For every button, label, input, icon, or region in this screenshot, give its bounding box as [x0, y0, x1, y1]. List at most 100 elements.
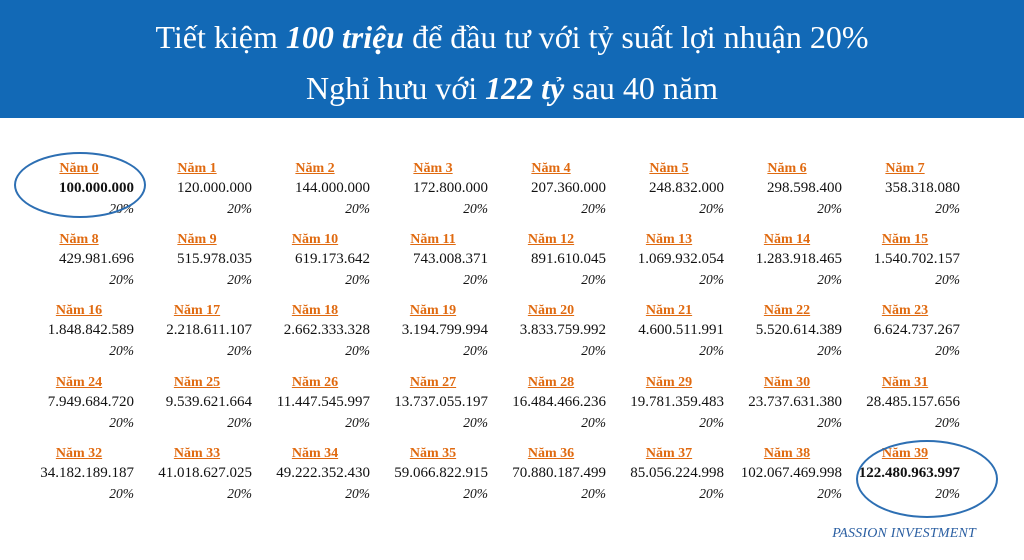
- year-cell: Năm 17 2.218.611.107 20%: [138, 297, 256, 368]
- headline-retire: Nghỉ hưu với 122 tỷ sau 40 năm: [0, 69, 1024, 107]
- year-label: Năm 5: [649, 161, 689, 176]
- year-value: 4.600.511.991: [638, 322, 724, 339]
- year-rate: 20%: [227, 272, 252, 288]
- year-value: 16.484.466.236: [512, 393, 606, 410]
- year-value: 358.318.080: [885, 180, 960, 196]
- year-value: 49.222.352.430: [276, 464, 370, 481]
- title-banner: Tiết kiệm 100 triệu để đầu tư với tỷ suấ…: [0, 0, 1024, 118]
- footer-brand: PASSION INVESTMENT: [832, 526, 976, 541]
- year-value: 59.066.822.915: [394, 464, 488, 481]
- year-cell: Năm 10 619.173.642 20%: [256, 226, 374, 297]
- year-cell: Năm 38 102.067.469.998 20%: [728, 440, 846, 511]
- year-cell: Năm 7 358.318.080 20%: [846, 155, 964, 226]
- year-rate: 20%: [463, 343, 488, 359]
- year-label: Năm 1: [177, 161, 217, 176]
- headline-text: Tiết kiệm: [155, 19, 286, 55]
- year-cell: Năm 28 16.484.466.236 20%: [492, 369, 610, 440]
- year-label: Năm 24: [55, 374, 103, 390]
- year-rate: 20%: [699, 414, 724, 430]
- year-cell: Năm 30 23.737.631.380 20%: [728, 369, 846, 440]
- year-rate: 20%: [109, 485, 134, 501]
- year-rate: 20%: [581, 272, 606, 288]
- year-label: Năm 29: [645, 374, 693, 390]
- year-cell: Năm 32 34.182.189.187 20%: [20, 440, 138, 511]
- year-value: 619.173.642: [295, 251, 370, 268]
- year-label: Năm 13: [645, 232, 693, 248]
- year-label: Năm 18: [291, 303, 339, 319]
- year-label: Năm 22: [763, 303, 811, 319]
- year-value: 19.781.359.483: [630, 393, 724, 410]
- year-value: 5.520.614.389: [755, 322, 842, 339]
- year-value: 1.848.842.589: [47, 322, 134, 339]
- year-label: Năm 12: [527, 232, 575, 248]
- year-rate: 20%: [345, 414, 370, 430]
- year-cell: Năm 27 13.737.055.197 20%: [374, 369, 492, 440]
- year-rate: 20%: [227, 343, 252, 359]
- year-rate: 20%: [227, 201, 252, 216]
- year-value: 2.662.333.328: [283, 322, 370, 339]
- year-value: 34.182.189.187: [40, 464, 134, 481]
- year-rate: 20%: [109, 414, 134, 430]
- year-cell: Năm 21 4.600.511.991 20%: [610, 297, 728, 368]
- year-rate: 20%: [463, 414, 488, 430]
- year-label: Năm 10: [291, 232, 339, 248]
- year-cell: Năm 18 2.662.333.328 20%: [256, 297, 374, 368]
- year-cell: Năm 25 9.539.621.664 20%: [138, 369, 256, 440]
- year-value: 1.540.702.157: [873, 251, 960, 268]
- year-value: 298.598.400: [767, 180, 842, 196]
- year-cell: Năm 24 7.949.684.720 20%: [20, 369, 138, 440]
- highlight-oval-end: [856, 440, 998, 518]
- headline-text-rest: để đầu tư với tỷ suất lợi nhuận 20%: [404, 19, 869, 55]
- year-rate: 20%: [581, 343, 606, 359]
- year-value: 11.447.545.997: [276, 393, 370, 410]
- year-value: 7.949.684.720: [47, 393, 134, 410]
- year-cell: Năm 15 1.540.702.157 20%: [846, 226, 964, 297]
- year-cell: Năm 1 120.000.000 20%: [138, 155, 256, 226]
- year-label: Năm 8: [59, 232, 99, 248]
- year-cell: Năm 33 41.018.627.025 20%: [138, 440, 256, 511]
- year-cell: Năm 22 5.520.614.389 20%: [728, 297, 846, 368]
- year-cell: Năm 20 3.833.759.992 20%: [492, 297, 610, 368]
- year-label: Năm 2: [295, 161, 335, 176]
- year-rate: 20%: [227, 485, 252, 501]
- subheadline-amount: 122 tỷ: [485, 70, 565, 106]
- year-value: 207.360.000: [531, 180, 606, 196]
- year-label: Năm 9: [177, 232, 217, 248]
- year-value: 3.194.799.994: [401, 322, 488, 339]
- year-value: 515.978.035: [177, 251, 252, 268]
- year-value: 743.008.371: [413, 251, 488, 268]
- subheadline-text-rest: sau 40 năm: [564, 70, 718, 106]
- year-rate: 20%: [581, 485, 606, 501]
- year-cell: Năm 16 1.848.842.589 20%: [20, 297, 138, 368]
- subheadline-text: Nghỉ hưu với: [306, 70, 486, 106]
- year-rate: 20%: [463, 485, 488, 501]
- year-label: Năm 15: [881, 232, 929, 248]
- year-rate: 20%: [699, 272, 724, 288]
- year-value: 6.624.737.267: [873, 322, 960, 339]
- year-cell: Năm 35 59.066.822.915 20%: [374, 440, 492, 511]
- year-rate: 20%: [699, 201, 724, 216]
- year-value: 172.800.000: [413, 180, 488, 196]
- year-label: Năm 21: [645, 303, 693, 319]
- year-label: Năm 16: [55, 303, 103, 319]
- year-label: Năm 19: [409, 303, 457, 319]
- year-cell: Năm 13 1.069.932.054 20%: [610, 226, 728, 297]
- year-value: 891.610.045: [531, 251, 606, 268]
- year-cell: Năm 26 11.447.545.997 20%: [256, 369, 374, 440]
- year-value: 144.000.000: [295, 180, 370, 196]
- year-rate: 20%: [345, 272, 370, 288]
- year-rate: 20%: [935, 343, 960, 359]
- year-cell: Năm 14 1.283.918.465 20%: [728, 226, 846, 297]
- year-rate: 20%: [581, 201, 606, 216]
- year-cell: Năm 23 6.624.737.267 20%: [846, 297, 964, 368]
- year-label: Năm 33: [173, 445, 221, 461]
- year-label: Năm 14: [763, 232, 811, 248]
- year-rate: 20%: [463, 201, 488, 216]
- year-label: Năm 28: [527, 374, 575, 390]
- year-rate: 20%: [581, 414, 606, 430]
- year-label: Năm 6: [767, 161, 807, 176]
- year-label: Năm 37: [645, 445, 693, 461]
- year-label: Năm 32: [55, 445, 103, 461]
- year-value: 102.067.469.998: [740, 464, 842, 481]
- year-cell: Năm 19 3.194.799.994 20%: [374, 297, 492, 368]
